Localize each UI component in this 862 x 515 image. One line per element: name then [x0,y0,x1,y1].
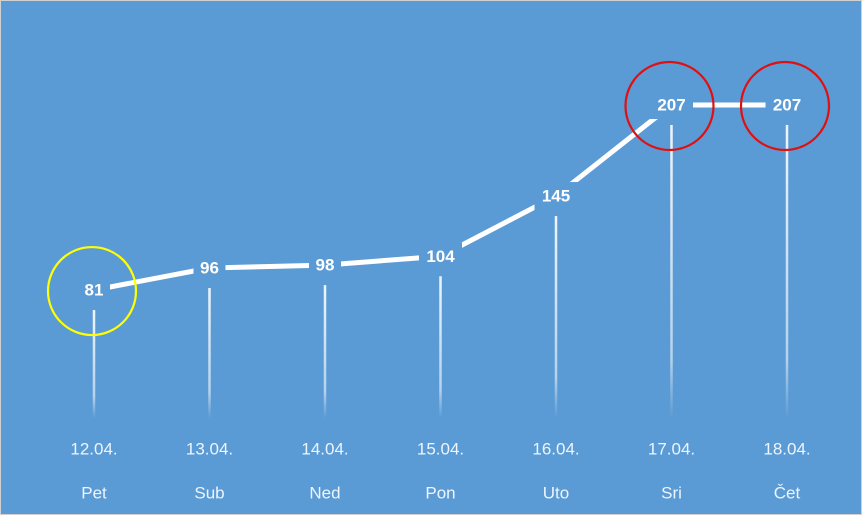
highlight-circle [624,60,715,152]
drop-line [208,288,211,418]
data-label: 98 [316,256,335,275]
x-tick-label: 18.04. [763,439,810,458]
drop-line [670,125,673,418]
x-subtick-label: Čet [774,483,801,502]
x-subtick-label: Pon [425,483,455,502]
label-gap [765,91,809,119]
x-tick-label: 12.04. [70,439,117,458]
data-label: 207 [657,95,685,114]
x-subtick-label: Ned [309,483,340,502]
drop-line [92,310,96,418]
label-gap [419,242,462,271]
x-subtick-label: Uto [543,483,569,502]
x-subtick-label: Sri [661,483,682,502]
x-subtick-label: Sub [194,483,224,502]
data-label: 145 [542,187,570,206]
drop-line [323,285,327,418]
data-label: 207 [773,95,801,114]
label-gap [78,276,110,305]
x-tick-label: 16.04. [532,439,579,458]
data-label: 104 [426,247,455,266]
drop-line [785,125,789,418]
highlight-circle [46,245,138,337]
x-tick-label: 17.04. [648,439,695,458]
label-gap [309,251,341,280]
label-gap [534,182,578,211]
x-tick-label: 14.04. [301,439,348,458]
drop-line [554,216,558,418]
highlight-circle [739,60,831,152]
drop-line [439,276,442,418]
x-tick-label: 13.04. [186,439,233,458]
x-tick-label: 15.04. [417,439,464,458]
data-label: 81 [85,281,104,300]
label-gap [650,91,693,119]
label-gap [193,254,226,283]
data-label: 96 [200,258,219,277]
x-subtick-label: Pet [81,483,107,502]
